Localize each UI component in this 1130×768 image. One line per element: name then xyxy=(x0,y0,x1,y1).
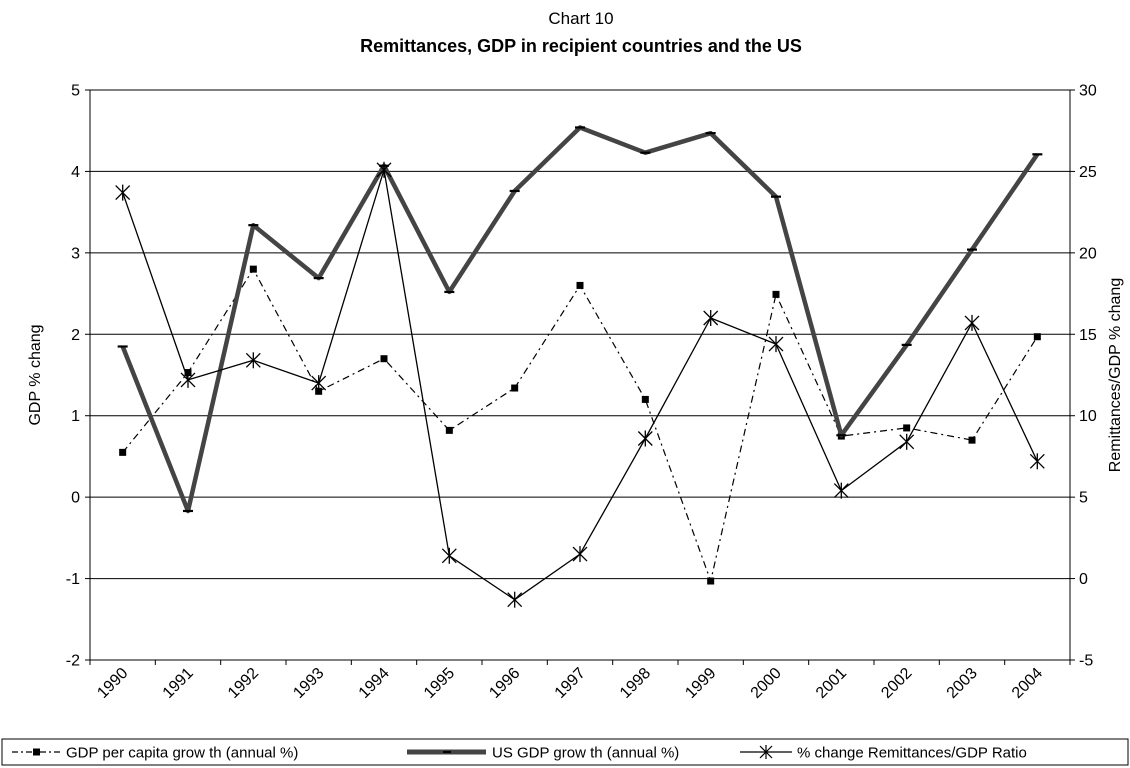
series-2-point-1994 xyxy=(376,161,392,178)
y2-tick-label-5: 5 xyxy=(1079,490,1088,507)
chart-supertitle: Chart 10 xyxy=(548,9,613,28)
legend-frame xyxy=(1,738,1129,766)
y2-tick-label-1: 25 xyxy=(1079,164,1097,181)
y2-axis-tick-labels: 30 25 20 15 10 5 0 -5 xyxy=(1070,83,1097,670)
series-0-point-1992 xyxy=(249,265,257,273)
y-tick-label-4: 1 xyxy=(71,408,80,425)
series-2-point-1990 xyxy=(115,184,131,201)
gridlines xyxy=(90,89,1070,661)
legend-label-remittances: % change Remittances/GDP Ratio xyxy=(797,745,1027,762)
series-2-point-1991 xyxy=(180,371,196,388)
y-tick-label-0: 5 xyxy=(71,83,80,100)
series-0-point-1994 xyxy=(380,355,388,363)
series-0-point-2003 xyxy=(968,436,976,444)
y-tick-label-5: 0 xyxy=(71,490,80,507)
series-0-point-2004 xyxy=(1033,333,1041,341)
legend-label-gdp-per-capita: GDP per capita grow th (annual %) xyxy=(66,745,298,762)
series-0-point-1998 xyxy=(641,395,649,403)
series-2-point-1995 xyxy=(441,547,457,564)
y-tick-label-6: -1 xyxy=(66,571,80,588)
y2-tick-label-0: 30 xyxy=(1079,83,1097,100)
y2-tick-label-7: -5 xyxy=(1079,653,1093,670)
series-0-point-1993 xyxy=(315,387,323,395)
y-axis-label: GDP % chang xyxy=(27,324,44,425)
y2-tick-label-2: 20 xyxy=(1079,245,1097,262)
y2-tick-label-6: 0 xyxy=(1079,571,1088,588)
series-2-point-2002 xyxy=(899,433,915,450)
series-2-point-2001 xyxy=(833,482,849,499)
series-0-point-2002 xyxy=(903,424,911,432)
series-2-point-1997 xyxy=(572,546,588,563)
legend: GDP per capita grow th (annual %) US GDP… xyxy=(1,738,1129,766)
y-tick-label-1: 4 xyxy=(71,164,80,181)
series-2 xyxy=(115,161,1045,608)
legend-item-remittances: % change Remittances/GDP Ratio xyxy=(740,745,1027,762)
series-layer xyxy=(115,125,1045,608)
y-axis-tick-labels: 5 4 3 2 1 0 -1 -2 xyxy=(66,83,90,670)
plot-area-frame xyxy=(89,89,1071,661)
series-2-point-2003 xyxy=(964,314,980,331)
series-0-point-1996 xyxy=(511,384,519,392)
series-2-point-1996 xyxy=(507,591,523,608)
series-2-point-1993 xyxy=(311,375,327,392)
series-0-point-2000 xyxy=(772,290,780,298)
legend-item-us-gdp: US GDP grow th (annual %) xyxy=(407,745,679,762)
series-0-point-1995 xyxy=(445,426,453,434)
series-1 xyxy=(117,125,1043,514)
series-2-point-1999 xyxy=(703,310,719,326)
series-2-point-1998 xyxy=(637,430,653,447)
y2-tick-label-3: 15 xyxy=(1079,327,1097,344)
y-tick-label-3: 2 xyxy=(71,327,80,344)
series-0-point-1997 xyxy=(576,281,584,289)
series-2-point-2004 xyxy=(1029,453,1045,470)
legend-label-us-gdp: US GDP grow th (annual %) xyxy=(492,745,679,762)
chart-title: Remittances, GDP in recipient countries … xyxy=(360,36,802,56)
series-2-point-2000 xyxy=(768,336,784,353)
series-2-point-1992 xyxy=(245,352,261,369)
y-tick-label-7: -2 xyxy=(66,653,80,670)
series-0-point-1999 xyxy=(707,577,715,585)
y2-tick-label-4: 10 xyxy=(1079,408,1097,425)
series-0-point-1990 xyxy=(119,448,127,456)
y2-axis-label: Remittances/GDP % chang xyxy=(1107,278,1124,472)
legend-item-gdp-per-capita: GDP per capita grow th (annual %) xyxy=(12,745,298,762)
y-tick-label-2: 3 xyxy=(71,245,80,262)
